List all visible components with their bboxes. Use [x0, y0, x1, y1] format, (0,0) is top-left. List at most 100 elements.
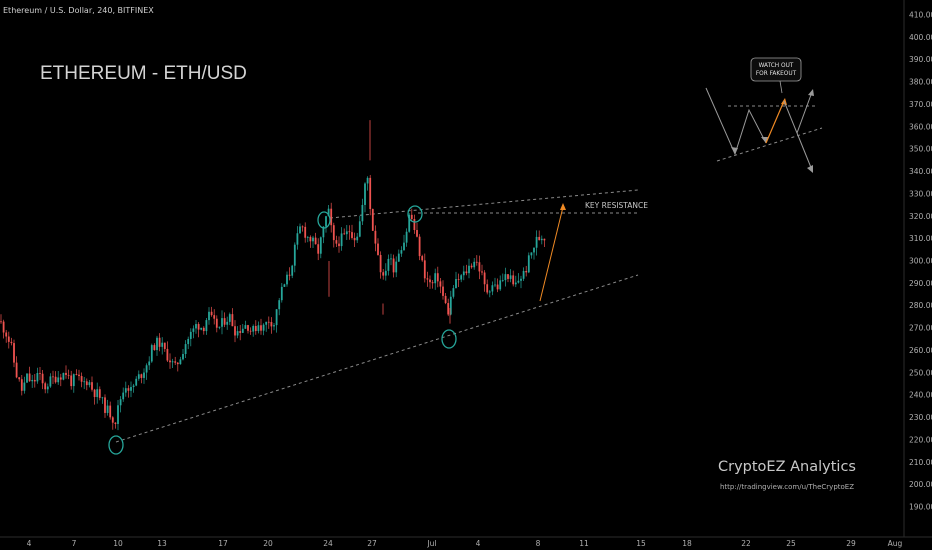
- candle-body[interactable]: [265, 321, 268, 325]
- candle-body[interactable]: [371, 209, 374, 231]
- candle-body[interactable]: [169, 360, 171, 363]
- candle-body[interactable]: [408, 214, 411, 232]
- candle-body[interactable]: [163, 342, 166, 349]
- candle-body[interactable]: [330, 208, 333, 226]
- candle-body[interactable]: [262, 324, 265, 331]
- candle-body[interactable]: [106, 405, 109, 413]
- candle-body[interactable]: [525, 271, 528, 273]
- candle-body[interactable]: [135, 378, 138, 386]
- candle-body[interactable]: [379, 254, 382, 273]
- candle-body[interactable]: [366, 177, 369, 184]
- candle-body[interactable]: [507, 274, 509, 279]
- candle-body[interactable]: [267, 321, 270, 323]
- candle-body[interactable]: [31, 379, 34, 382]
- candle-body[interactable]: [176, 362, 179, 365]
- candle-body[interactable]: [447, 303, 450, 315]
- candle-body[interactable]: [319, 237, 322, 254]
- candle-body[interactable]: [499, 280, 502, 290]
- candle-body[interactable]: [418, 236, 421, 257]
- candle-body[interactable]: [280, 286, 283, 301]
- candle-body[interactable]: [361, 204, 364, 222]
- candle-body[interactable]: [273, 325, 275, 327]
- candle-body[interactable]: [296, 233, 299, 245]
- candle-body[interactable]: [127, 388, 130, 391]
- candle-body[interactable]: [421, 256, 424, 261]
- candle-body[interactable]: [239, 331, 242, 333]
- candlestick-series[interactable]: [0, 120, 546, 431]
- candle-body[interactable]: [228, 314, 231, 322]
- candle-body[interactable]: [57, 377, 60, 383]
- candle-body[interactable]: [189, 331, 192, 339]
- candle-body[interactable]: [13, 343, 15, 363]
- candle-body[interactable]: [325, 216, 327, 227]
- candle-body[interactable]: [512, 275, 515, 285]
- candle-body[interactable]: [234, 326, 236, 336]
- candle-body[interactable]: [462, 271, 465, 276]
- candle-body[interactable]: [171, 361, 174, 363]
- candle-body[interactable]: [130, 387, 132, 391]
- candle-body[interactable]: [72, 374, 75, 387]
- candle-body[interactable]: [340, 233, 343, 247]
- candle-body[interactable]: [241, 328, 244, 333]
- candle-body[interactable]: [111, 417, 114, 423]
- candle-body[interactable]: [247, 325, 249, 331]
- candle-body[interactable]: [83, 381, 86, 383]
- candle-body[interactable]: [119, 399, 122, 406]
- candle-body[interactable]: [23, 382, 26, 391]
- candle-body[interactable]: [85, 381, 88, 386]
- candle-body[interactable]: [478, 262, 481, 272]
- candle-body[interactable]: [457, 279, 460, 280]
- candle-body[interactable]: [481, 271, 483, 273]
- candle-body[interactable]: [356, 236, 359, 241]
- candle-body[interactable]: [283, 284, 286, 287]
- candle-body[interactable]: [530, 252, 533, 256]
- candle-body[interactable]: [384, 270, 387, 276]
- candle-body[interactable]: [153, 345, 156, 351]
- candle-body[interactable]: [343, 233, 346, 235]
- candle-body[interactable]: [33, 379, 36, 382]
- candle-body[interactable]: [452, 288, 455, 297]
- candle-body[interactable]: [244, 325, 247, 329]
- candle-body[interactable]: [353, 237, 356, 241]
- candle-body[interactable]: [473, 261, 476, 268]
- candle-body[interactable]: [436, 273, 439, 282]
- candle-body[interactable]: [543, 238, 546, 241]
- candle-body[interactable]: [0, 321, 2, 323]
- candle-body[interactable]: [52, 376, 54, 378]
- candle-body[interactable]: [231, 314, 234, 327]
- candle-body[interactable]: [413, 218, 416, 231]
- candle-body[interactable]: [327, 208, 330, 217]
- candle-body[interactable]: [416, 230, 418, 237]
- candle-body[interactable]: [104, 397, 106, 413]
- candle-body[interactable]: [26, 373, 28, 383]
- candle-body[interactable]: [410, 214, 413, 219]
- candle-body[interactable]: [101, 397, 104, 399]
- candle-body[interactable]: [260, 325, 262, 331]
- candle-body[interactable]: [93, 389, 96, 398]
- candle-body[interactable]: [226, 321, 229, 325]
- candle-body[interactable]: [288, 274, 291, 276]
- candle-body[interactable]: [132, 385, 135, 388]
- candle-body[interactable]: [374, 230, 377, 244]
- candle-body[interactable]: [335, 240, 338, 244]
- candle-body[interactable]: [270, 322, 273, 327]
- price-axis[interactable]: 190.00 200.00 210.00 220.00 230.00 240.00 250.…: [909, 11, 932, 512]
- candle-body[interactable]: [49, 376, 52, 387]
- candle-body[interactable]: [382, 272, 385, 276]
- candle-body[interactable]: [400, 250, 403, 254]
- candle-body[interactable]: [75, 374, 78, 375]
- candle-body[interactable]: [465, 271, 468, 274]
- candle-body[interactable]: [309, 236, 312, 242]
- candle-body[interactable]: [527, 255, 530, 273]
- candle-body[interactable]: [475, 261, 478, 263]
- candle-body[interactable]: [509, 275, 512, 279]
- candle-body[interactable]: [54, 376, 57, 383]
- candle-body[interactable]: [161, 342, 164, 347]
- candle-body[interactable]: [444, 295, 447, 304]
- candle-body[interactable]: [65, 372, 67, 375]
- candle-body[interactable]: [470, 265, 473, 268]
- candle-body[interactable]: [293, 244, 296, 266]
- candle-body[interactable]: [483, 272, 486, 285]
- candle-body[interactable]: [18, 377, 21, 380]
- candle-body[interactable]: [140, 374, 143, 378]
